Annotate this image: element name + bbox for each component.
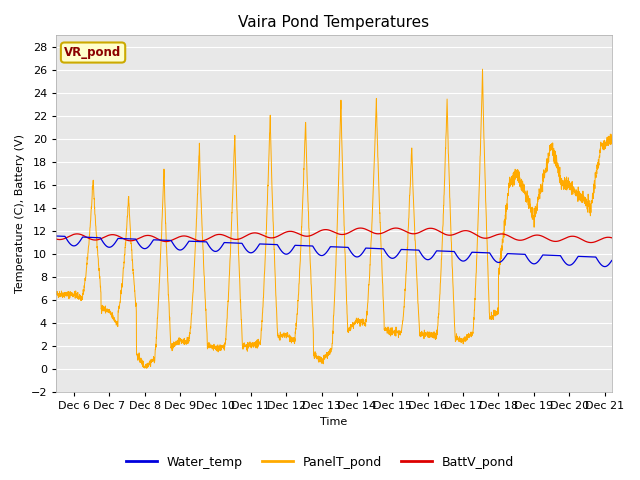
Water_temp bbox=[602, 264, 609, 269]
Water_temp bbox=[454, 254, 462, 260]
BattV_pond bbox=[166, 238, 173, 244]
BattV_pond bbox=[587, 240, 595, 245]
BattV_pond bbox=[454, 230, 462, 236]
PanelT_pond bbox=[608, 132, 616, 137]
Y-axis label: Temperature (C), Battery (V): Temperature (C), Battery (V) bbox=[15, 134, 25, 293]
Water_temp bbox=[608, 258, 616, 264]
Line: PanelT_pond: PanelT_pond bbox=[56, 69, 612, 368]
BattV_pond bbox=[602, 235, 610, 240]
PanelT_pond bbox=[143, 365, 150, 371]
PanelT_pond bbox=[524, 188, 531, 194]
Line: BattV_pond: BattV_pond bbox=[56, 228, 612, 242]
Water_temp bbox=[490, 256, 497, 262]
PanelT_pond bbox=[602, 141, 610, 146]
Water_temp bbox=[405, 247, 413, 252]
Water_temp bbox=[523, 254, 531, 260]
BattV_pond bbox=[490, 233, 497, 239]
PanelT_pond bbox=[454, 336, 462, 342]
PanelT_pond bbox=[166, 326, 174, 332]
Water_temp bbox=[166, 238, 173, 243]
X-axis label: Time: Time bbox=[320, 417, 348, 427]
Line: Water_temp: Water_temp bbox=[56, 236, 612, 266]
PanelT_pond bbox=[479, 66, 486, 72]
Water_temp bbox=[52, 233, 60, 239]
PanelT_pond bbox=[52, 290, 60, 296]
BattV_pond bbox=[523, 236, 531, 241]
BattV_pond bbox=[608, 235, 616, 240]
PanelT_pond bbox=[490, 312, 498, 318]
Title: Vaira Pond Temperatures: Vaira Pond Temperatures bbox=[238, 15, 429, 30]
BattV_pond bbox=[405, 230, 413, 236]
BattV_pond bbox=[52, 236, 60, 242]
Text: VR_pond: VR_pond bbox=[65, 46, 122, 59]
Legend: Water_temp, PanelT_pond, BattV_pond: Water_temp, PanelT_pond, BattV_pond bbox=[120, 451, 520, 474]
BattV_pond bbox=[392, 225, 400, 231]
Water_temp bbox=[601, 264, 609, 269]
PanelT_pond bbox=[405, 204, 413, 210]
